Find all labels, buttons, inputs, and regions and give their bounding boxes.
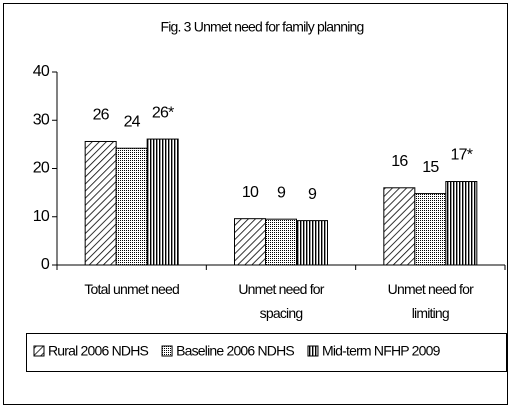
x-tick-label: Total unmet need bbox=[84, 281, 179, 297]
bar bbox=[146, 138, 179, 266]
value-label: 9 bbox=[308, 186, 317, 203]
x-tick-label: Unmet need for spacing bbox=[238, 281, 324, 321]
legend-label: Baseline 2006 NDHS bbox=[176, 343, 294, 359]
legend-swatch bbox=[307, 345, 319, 357]
value-label: 26 bbox=[93, 107, 110, 124]
legend-label: Rural 2006 NDHS bbox=[48, 343, 149, 359]
value-label: 26* bbox=[152, 104, 174, 121]
bar bbox=[115, 147, 148, 266]
value-label: 24 bbox=[124, 113, 141, 130]
legend-label: Mid-term NFHP 2009 bbox=[322, 343, 441, 359]
value-label: 15 bbox=[422, 159, 439, 176]
x-tick-label: Unmet need for limiting bbox=[387, 281, 474, 321]
y-tick-label: 30 bbox=[33, 111, 50, 128]
value-label: 17* bbox=[451, 147, 473, 164]
bar bbox=[414, 193, 447, 266]
y-tick-label: 20 bbox=[33, 160, 50, 177]
chart-title: Fig. 3 Unmet need for family planning bbox=[160, 19, 363, 35]
legend-box bbox=[26, 333, 507, 372]
value-label: 10 bbox=[242, 184, 259, 201]
legend-swatch bbox=[161, 345, 173, 357]
bar bbox=[296, 220, 328, 266]
frame bbox=[3, 3, 508, 405]
bar bbox=[383, 187, 416, 266]
value-label: 16 bbox=[391, 153, 408, 170]
value-label: 9 bbox=[277, 184, 286, 201]
y-tick-label: 40 bbox=[33, 63, 50, 80]
bar bbox=[265, 218, 297, 266]
y-tick-label: 10 bbox=[33, 208, 50, 225]
bar bbox=[84, 140, 117, 266]
y-tick-label: 0 bbox=[41, 256, 50, 273]
bar bbox=[445, 181, 478, 266]
bar bbox=[234, 218, 266, 266]
legend-swatch bbox=[33, 345, 45, 357]
